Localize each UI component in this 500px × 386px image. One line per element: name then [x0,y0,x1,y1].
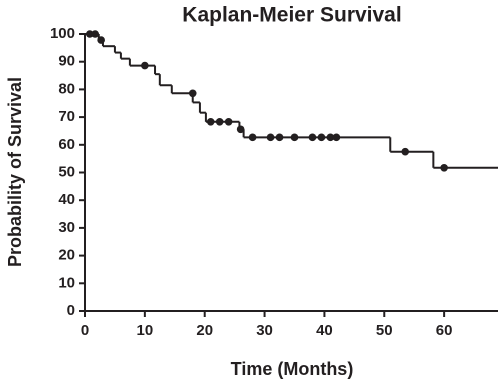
censor-mark [290,133,299,142]
y-tick-label: 50 [58,163,75,180]
censor-mark [275,133,284,142]
censor-mark [401,147,410,156]
x-tick-label: 10 [137,322,154,339]
x-tick-label: 20 [196,322,213,339]
censor-mark [236,125,245,134]
censor-mark [206,118,215,126]
censor-mark [266,133,275,142]
censor-mark [97,36,105,44]
x-tick-label: 0 [81,322,89,339]
y-tick-label: 60 [58,136,75,153]
censor-mark [224,118,233,126]
censor-mark [91,30,99,38]
x-tick-label: 50 [376,322,393,339]
y-tick-label: 80 [58,80,75,97]
y-tick-label: 0 [67,302,75,319]
censor-mark [317,133,326,142]
y-tick-label: 100 [50,25,75,42]
censor-mark [215,118,224,126]
chart-title: Kaplan-Meier Survival [182,4,401,27]
censor-mark [308,133,317,142]
y-tick-label: 40 [58,191,75,208]
x-axis-title: Time (Months) [231,359,354,379]
censor-mark [85,30,94,38]
censor-mark [440,163,448,172]
y-tick-label: 30 [58,219,75,236]
censor-mark [188,89,197,98]
censor-mark [248,133,257,142]
y-tick-label: 20 [58,247,75,264]
censor-mark [332,133,341,142]
y-tick-label: 70 [58,108,75,125]
censor-mark [326,133,335,142]
x-tick-label: 40 [316,322,333,339]
censor-mark [141,61,149,70]
y-tick-label: 10 [58,274,75,291]
x-tick-label: 30 [256,322,273,339]
y-axis-title: Probability of Survival [5,77,25,267]
y-tick-label: 90 [58,53,75,70]
x-tick-label: 60 [436,322,453,339]
